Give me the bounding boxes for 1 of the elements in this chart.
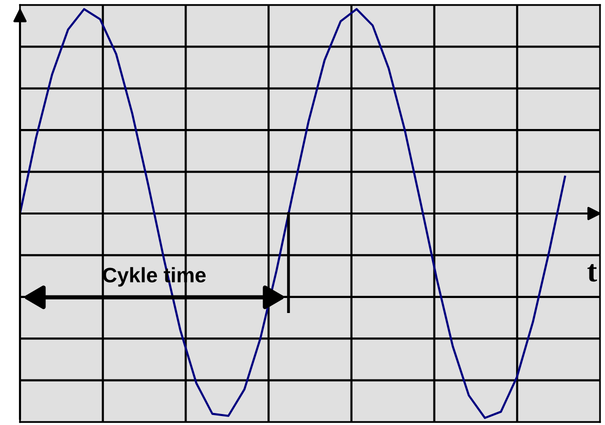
x-axis-title: t (587, 264, 597, 282)
